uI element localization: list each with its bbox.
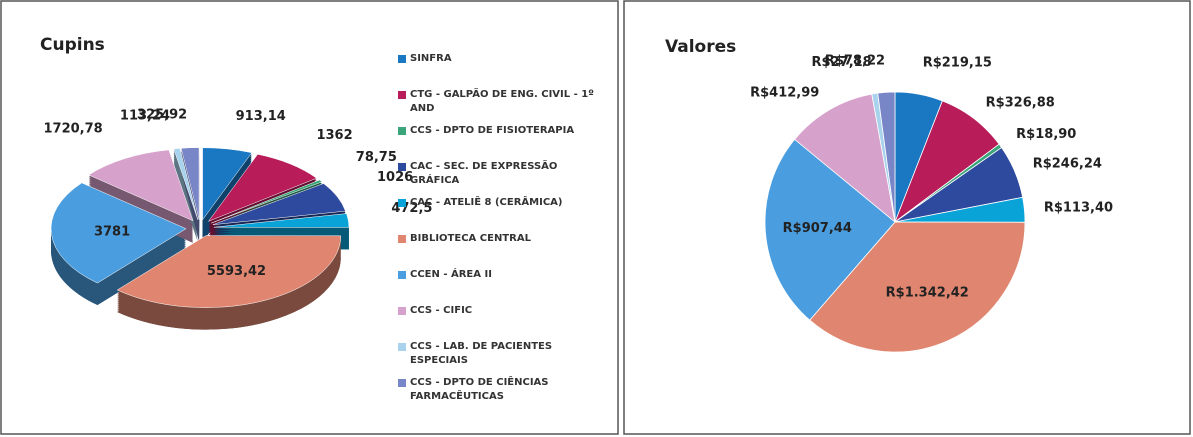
legend-item: CCS - CIFIC bbox=[398, 304, 610, 340]
slice bbox=[88, 149, 194, 222]
data-label: R$1.342,42 bbox=[886, 286, 969, 301]
legend-item: BIBLIOTECA CENTRAL bbox=[398, 232, 610, 268]
legend-swatch bbox=[398, 235, 406, 243]
slice bbox=[180, 147, 200, 220]
slice-side bbox=[211, 181, 323, 226]
data-label: R$412,99 bbox=[750, 86, 819, 101]
legend-item: CCEN - ÁREA II bbox=[398, 268, 610, 304]
legend-item: SINFRA bbox=[398, 52, 610, 88]
data-label: 1720,78 bbox=[44, 121, 103, 136]
legend-label: CAC - SEC. DE EXPRESSÃO GRÁFICA bbox=[410, 161, 558, 186]
data-label: 325,92 bbox=[137, 107, 187, 122]
legend-swatch bbox=[398, 343, 406, 351]
legend-swatch bbox=[398, 91, 406, 99]
data-label: R$326,88 bbox=[986, 96, 1055, 111]
slice bbox=[211, 179, 323, 224]
legend-swatch bbox=[398, 307, 406, 315]
legend: SINFRA CTG - GALPÃO DE ENG. CIVIL - 1º AN… bbox=[398, 52, 610, 412]
legend-label: CCS - DPTO DE FISIOTERAPIA bbox=[410, 125, 575, 136]
data-label: 5593,42 bbox=[207, 264, 266, 279]
panel-border bbox=[0, 0, 619, 435]
chart-title: Cupins bbox=[40, 35, 105, 55]
slice bbox=[212, 183, 346, 225]
slice bbox=[764, 138, 896, 321]
legend-swatch bbox=[398, 271, 406, 279]
data-label: 78,75 bbox=[356, 150, 397, 165]
slice bbox=[794, 93, 896, 224]
data-label: 1026 bbox=[377, 170, 413, 185]
data-label: R$78,22 bbox=[825, 53, 885, 68]
slice bbox=[213, 213, 350, 228]
legend-label: CAC - ATELIÊ 8 (CERÂMICA) bbox=[410, 197, 563, 208]
data-label: R$113,40 bbox=[1044, 200, 1113, 215]
legend-label: CCEN - ÁREA II bbox=[410, 269, 492, 280]
legend-item: CCS - DPTO DE CIÊNCIAS FARMACÊUTICAS bbox=[398, 376, 610, 412]
legend-swatch bbox=[398, 163, 406, 171]
data-label: 913,14 bbox=[236, 109, 286, 124]
slice bbox=[50, 182, 187, 284]
data-label: R$907,44 bbox=[783, 221, 852, 236]
legend-item: CAC - SEC. DE EXPRESSÃO GRÁFICA bbox=[398, 160, 610, 196]
panel-border bbox=[623, 0, 1191, 435]
legend-swatch bbox=[398, 55, 406, 63]
data-label: R$27,18 bbox=[812, 55, 872, 70]
chart-title: Valores bbox=[665, 37, 736, 57]
legend-swatch bbox=[398, 199, 406, 207]
slice bbox=[173, 148, 199, 220]
slice bbox=[202, 147, 253, 221]
data-label: R$219,15 bbox=[923, 56, 992, 71]
slice-side bbox=[173, 160, 198, 232]
legend-label: SINFRA bbox=[410, 53, 452, 64]
data-label: 1362 bbox=[316, 128, 352, 143]
legend-item: CTG - GALPÃO DE ENG. CIVIL - 1º AND bbox=[398, 88, 610, 124]
slice bbox=[809, 221, 1026, 353]
legend-label: CCS - CIFIC bbox=[410, 305, 473, 316]
slice bbox=[877, 91, 896, 223]
legend-label: CCS - DPTO DE CIÊNCIAS FARMACÊUTICAS bbox=[410, 377, 549, 402]
legend-item: CCS - LAB. DE PACIENTES ESPECIAIS bbox=[398, 340, 610, 376]
slice bbox=[116, 235, 342, 308]
legend-item: CAC - ATELIÊ 8 (CERÂMICA) bbox=[398, 196, 610, 232]
legend-swatch bbox=[398, 127, 406, 135]
data-label: 3781 bbox=[94, 224, 130, 239]
legend-item: CCS - DPTO DE FISIOTERAPIA bbox=[398, 124, 610, 160]
slice-side bbox=[173, 162, 198, 234]
data-label: R$246,24 bbox=[1033, 156, 1102, 171]
legend-swatch bbox=[398, 379, 406, 387]
legend-label: BIBLIOTECA CENTRAL bbox=[410, 233, 531, 244]
data-label: R$18,90 bbox=[1016, 127, 1076, 142]
data-label: 113,24 bbox=[120, 108, 170, 123]
slice bbox=[207, 153, 318, 222]
legend-label: CTG - GALPÃO DE ENG. CIVIL - 1º AND bbox=[410, 89, 594, 114]
legend-label: CCS - LAB. DE PACIENTES ESPECIAIS bbox=[410, 341, 553, 366]
